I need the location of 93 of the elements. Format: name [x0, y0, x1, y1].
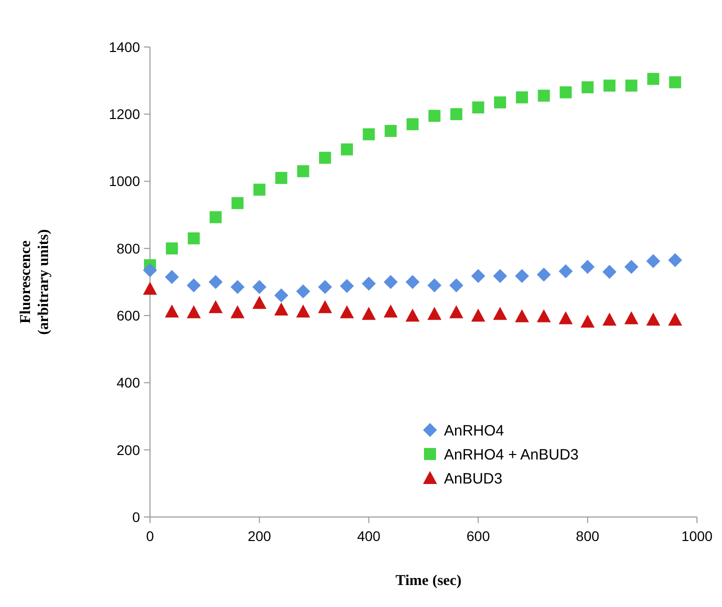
x-axis-title: Time (sec)	[396, 573, 462, 589]
legend-label: AnRHO4	[444, 422, 504, 440]
point	[669, 76, 682, 88]
point	[449, 305, 464, 318]
point	[362, 276, 376, 291]
point	[164, 304, 179, 318]
point	[406, 118, 419, 130]
point	[340, 305, 354, 318]
point	[538, 90, 550, 102]
y-axis-title: Fluorescence (arbitrary units)	[18, 229, 52, 335]
legend-label: AnRHO4 + AnBUD3	[444, 446, 579, 464]
point	[493, 268, 508, 283]
point	[449, 278, 464, 292]
point	[624, 260, 638, 274]
x-tick-label: 200	[248, 528, 272, 544]
point	[582, 81, 594, 94]
point	[558, 264, 573, 278]
point	[362, 128, 375, 140]
point	[494, 96, 506, 108]
point	[560, 86, 572, 98]
point	[646, 312, 660, 326]
point	[624, 311, 638, 324]
point	[230, 305, 245, 318]
point	[362, 306, 376, 320]
point	[514, 268, 529, 283]
point	[188, 232, 200, 244]
point	[625, 80, 638, 92]
point	[274, 288, 288, 302]
point	[406, 308, 420, 322]
point	[536, 268, 551, 282]
point	[471, 268, 486, 283]
point	[340, 279, 354, 294]
point	[580, 314, 595, 328]
point	[472, 101, 484, 114]
point	[340, 143, 353, 156]
point	[668, 312, 682, 326]
legend-label: AnBUD3	[444, 470, 502, 488]
point	[514, 309, 529, 322]
point	[558, 311, 573, 324]
y-tick-label: 1200	[108, 106, 140, 122]
point	[296, 304, 310, 318]
point	[186, 278, 201, 292]
point	[384, 304, 398, 318]
point	[536, 309, 551, 322]
x-tick-label: 600	[466, 528, 490, 544]
point	[516, 91, 528, 104]
point	[450, 108, 462, 120]
point	[275, 172, 288, 184]
point	[186, 305, 201, 318]
point	[471, 308, 486, 322]
point	[427, 306, 442, 320]
point	[580, 260, 595, 274]
point	[297, 165, 310, 178]
point	[647, 72, 660, 85]
point	[164, 270, 179, 284]
point	[166, 242, 178, 254]
point	[603, 80, 616, 92]
point	[428, 110, 440, 122]
point	[384, 275, 398, 289]
point	[668, 253, 682, 268]
point	[319, 152, 332, 164]
point	[253, 184, 266, 196]
y-tick-label: 600	[116, 307, 140, 324]
point	[493, 306, 508, 320]
x-tick-label: 0	[146, 528, 154, 544]
y-tick-label: 0	[132, 508, 140, 525]
point	[208, 300, 223, 314]
point	[252, 280, 266, 294]
point	[602, 312, 616, 326]
point	[427, 278, 442, 292]
y-tick-label: 200	[116, 442, 140, 458]
point	[252, 296, 266, 309]
point	[208, 275, 223, 289]
y-tick-label: 800	[116, 240, 140, 256]
point	[230, 280, 245, 294]
x-tick-label: 1000	[681, 528, 713, 544]
y-tick-label: 1000	[108, 173, 140, 190]
point	[210, 211, 222, 224]
point	[274, 302, 288, 316]
point	[232, 197, 244, 210]
point	[318, 300, 332, 314]
y-tick-label: 1400	[108, 38, 140, 55]
point	[406, 275, 420, 289]
point	[384, 124, 397, 137]
y-tick-label: 400	[116, 374, 140, 391]
point	[646, 254, 660, 268]
point	[143, 263, 157, 278]
point	[318, 280, 332, 294]
point	[296, 284, 310, 298]
point	[602, 264, 616, 279]
point	[143, 282, 157, 295]
x-tick-label: 400	[357, 528, 381, 544]
x-tick-label: 800	[576, 528, 600, 544]
